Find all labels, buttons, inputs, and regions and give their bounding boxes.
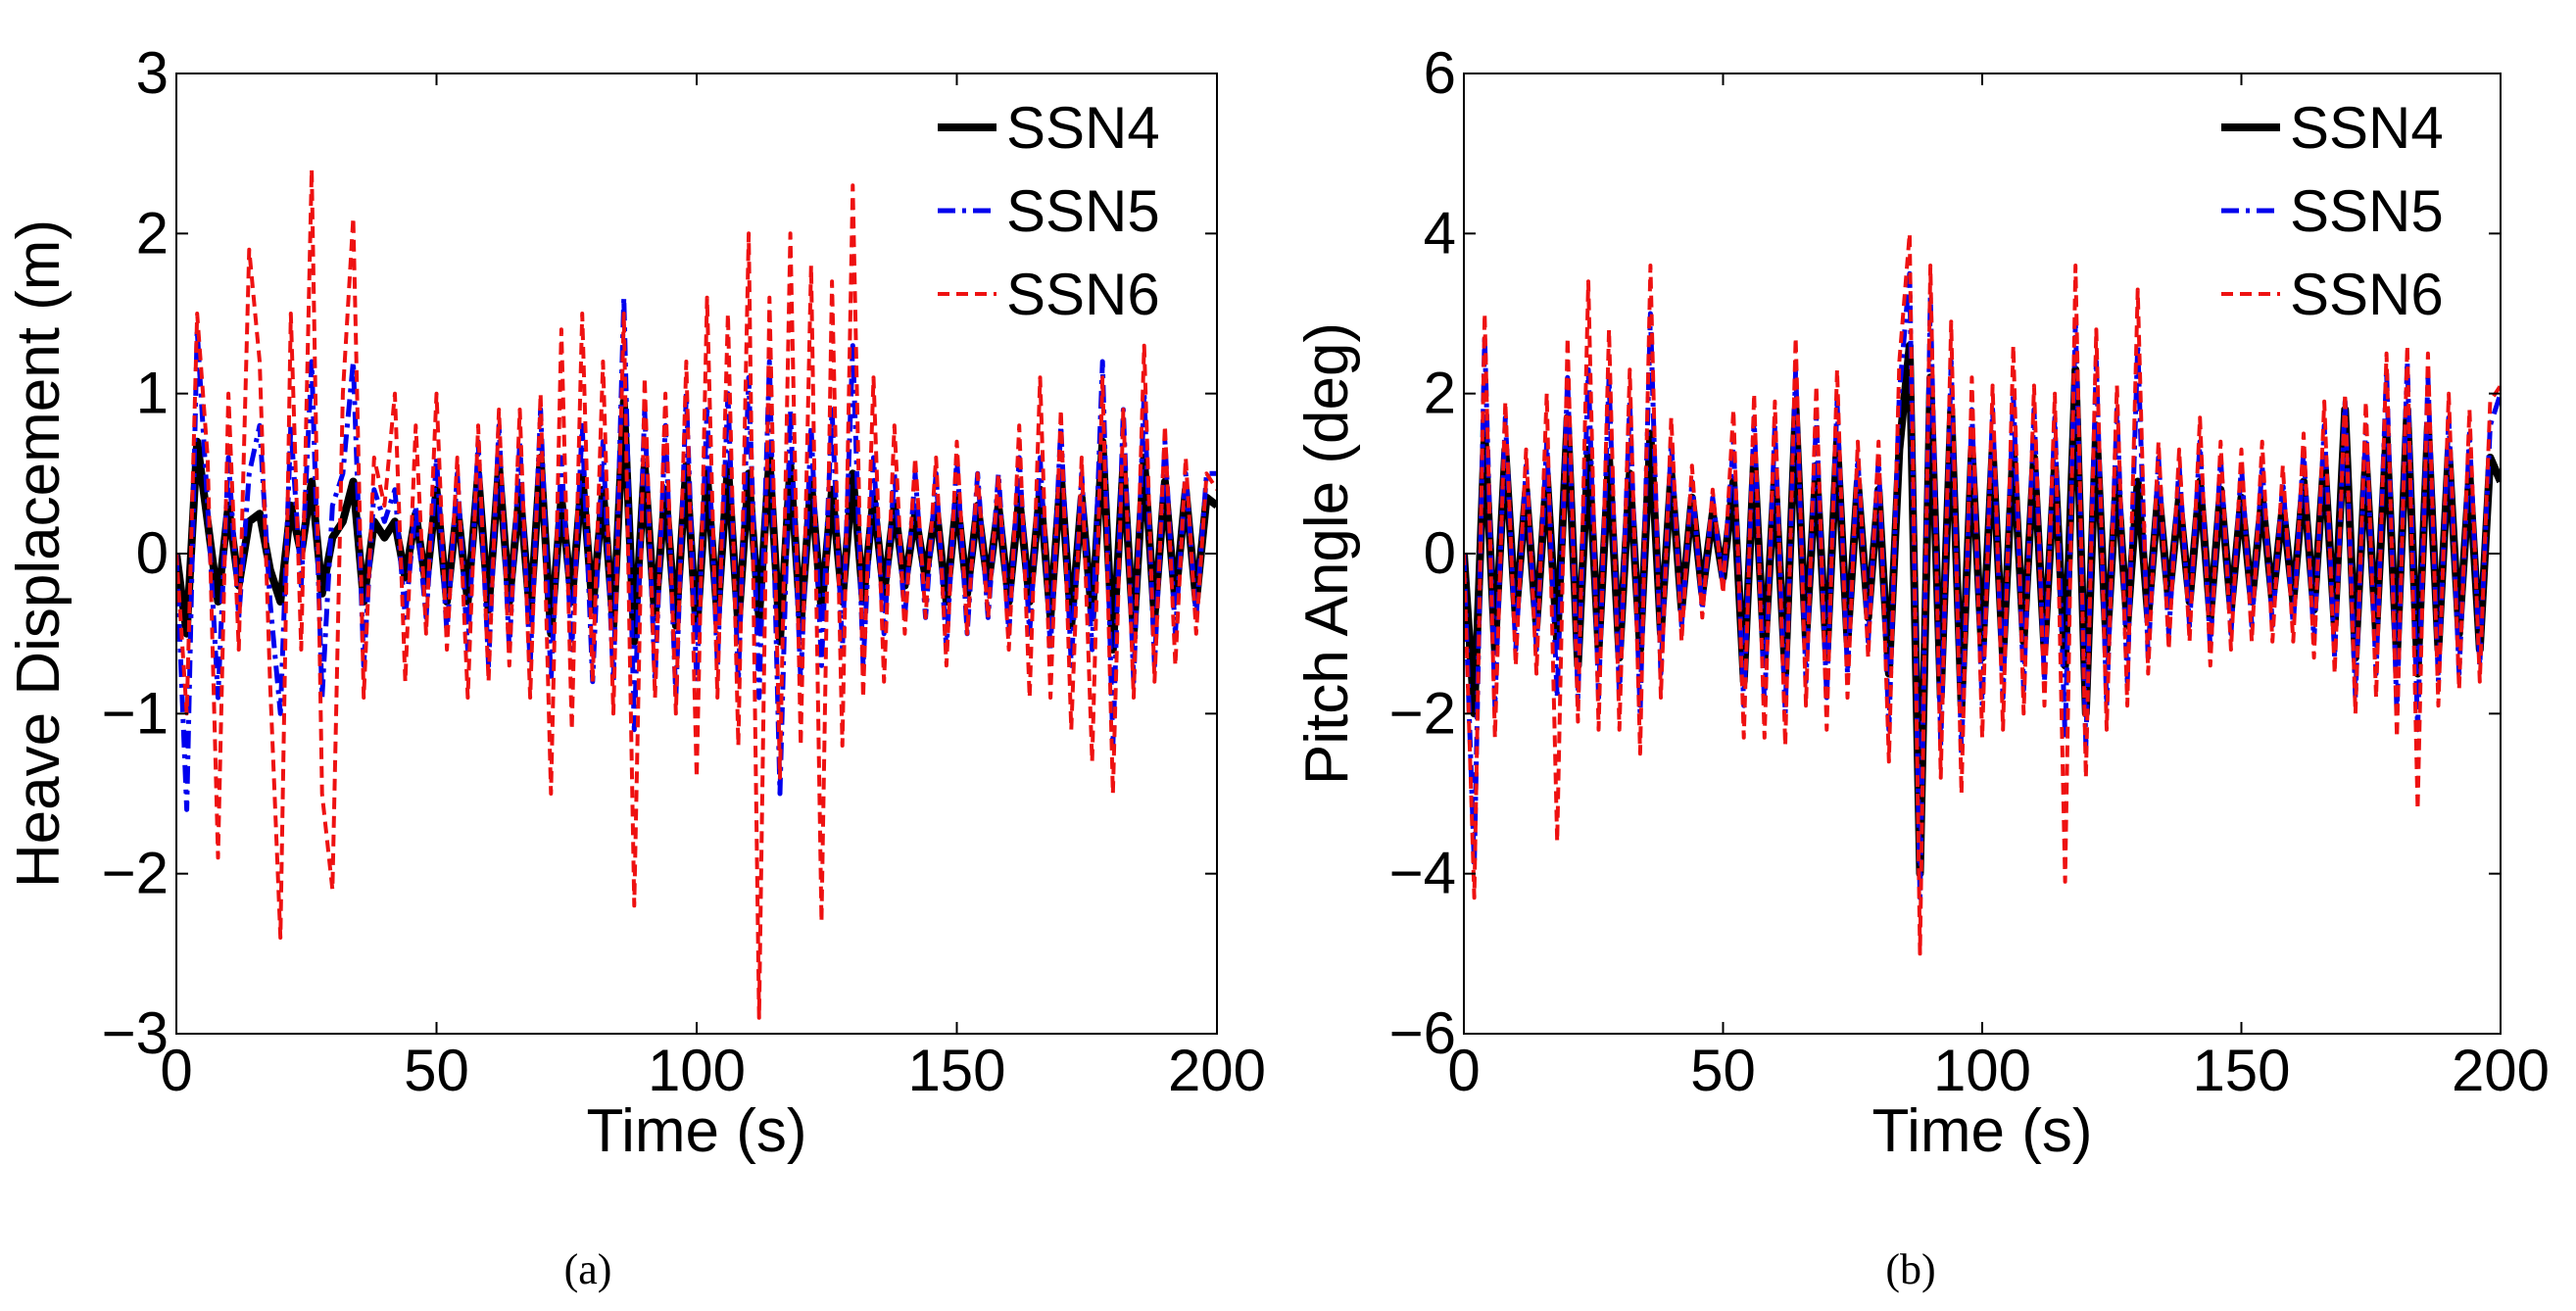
y-tick-label-b: −2 (1389, 680, 1456, 746)
x-tick-label-a: 200 (1168, 1038, 1266, 1103)
x-tick-label-b: 150 (2192, 1038, 2290, 1103)
legend-b: SSN4 SSN5 SSN6 (2221, 95, 2444, 327)
x-axis-label-b: Time (s) (1872, 1097, 2093, 1165)
x-tick-label-a: 100 (648, 1038, 746, 1103)
y-tick-label-a: 2 (136, 200, 169, 266)
y-tick-label-a: −2 (102, 841, 169, 906)
x-tick-label-b: 50 (1690, 1038, 1756, 1103)
series-line-ssn6-b (1464, 231, 2501, 956)
x-tick-label-b: 100 (1933, 1038, 2031, 1103)
legend-label-ssn4-b: SSN4 (2290, 95, 2444, 161)
y-tick-label-a: −1 (102, 680, 169, 746)
y-axis-label-b: Pitch Angle (deg) (1293, 322, 1361, 785)
legend-label-ssn5-b: SSN5 (2290, 178, 2444, 244)
legend-a: SSN4 SSN5 SSN6 (938, 95, 1160, 327)
y-tick-label-b: 4 (1424, 200, 1456, 266)
legend-label-ssn4-a: SSN4 (1006, 95, 1160, 161)
panel-caption-a: (a) (564, 1245, 612, 1293)
y-tick-label-b: −6 (1389, 1000, 1456, 1066)
y-tick-label-b: −4 (1389, 841, 1456, 906)
panel-a-heave: 0 50 100 150 200 −3 −2 −1 0 1 2 3 Time (s) Heave Disp… (5, 40, 1266, 1293)
series-group-b (1464, 231, 2501, 956)
x-tick-label-a: 150 (907, 1038, 1005, 1103)
y-tick-label-a: −3 (102, 1000, 169, 1066)
y-tick-label-a: 1 (136, 361, 169, 426)
y-tick-label-b: 6 (1424, 40, 1456, 106)
panel-caption-b: (b) (1885, 1245, 1935, 1293)
y-axis-label-a: Heave Displacement (m) (5, 219, 73, 888)
x-tick-label-a: 0 (160, 1038, 192, 1103)
y-tick-label-a: 0 (136, 520, 169, 586)
x-tick-label-b: 0 (1447, 1038, 1480, 1103)
legend-label-ssn5-a: SSN5 (1006, 178, 1160, 244)
x-tick-label-a: 50 (404, 1038, 469, 1103)
panel-b-pitch: 0 50 100 150 200 −6 −4 −2 0 2 4 6 Time (s) Pitch Angl… (1293, 40, 2550, 1293)
x-tick-label-b: 200 (2452, 1038, 2550, 1103)
y-tick-label-b: 0 (1424, 520, 1456, 586)
legend-label-ssn6-b: SSN6 (2290, 262, 2444, 327)
x-axis-label-a: Time (s) (587, 1097, 807, 1165)
y-tick-label-b: 2 (1424, 361, 1456, 426)
y-tick-label-a: 3 (136, 40, 169, 106)
series-group-a (176, 168, 1217, 1020)
legend-label-ssn6-a: SSN6 (1006, 262, 1160, 327)
